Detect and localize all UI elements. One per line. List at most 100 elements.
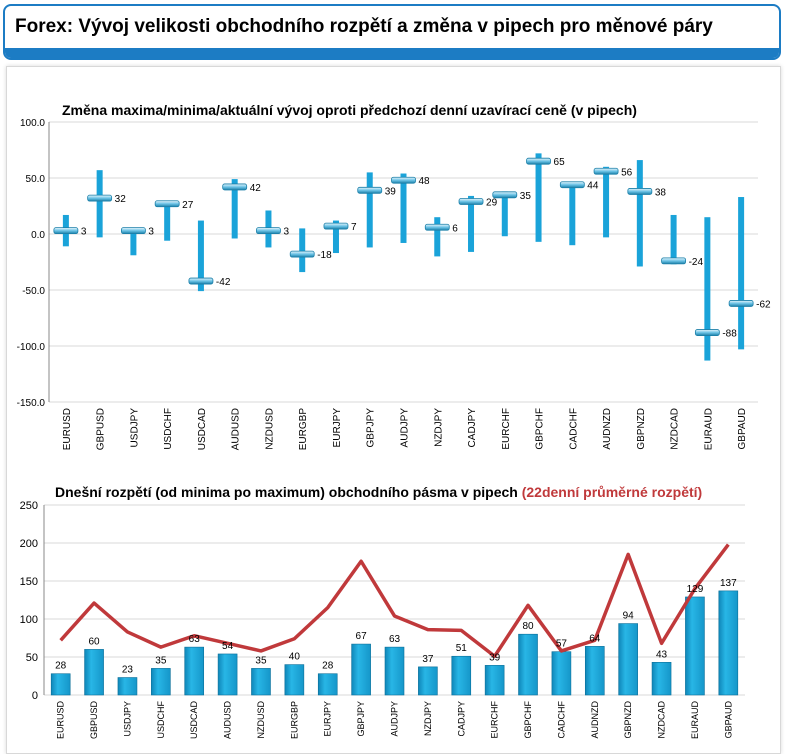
chart1-x-tick-label: EURGBP [298,408,309,451]
chart2-title: Dnešní rozpětí (od minima po maximum) ob… [55,484,702,500]
chart1-current-marker [154,200,180,208]
chart2-bar [184,646,205,696]
chart1-range-bar [603,166,610,238]
chart2-x-tick-label: GBPUSD [89,701,99,740]
chart2-x-tick-label: EURCHF [490,700,500,738]
chart1-current-marker [391,176,416,184]
chart1-range-bar [636,160,643,267]
chart1-current-marker [424,223,450,231]
chart2-avg-line [59,543,730,658]
chart1-x-tick-label: CADJPY [467,408,478,448]
chart1-current-marker [87,194,113,202]
chart1-range-bar [96,170,103,238]
chart2-bar [50,673,71,696]
chart1-current-marker [526,157,551,165]
chart1-data-label: -18 [317,250,332,261]
chart1-x-tick-label: EURAUD [703,408,714,450]
chart1-range-bar [501,191,508,237]
chart1-x-tick-label: GBPCHF [535,408,546,450]
chart2-x-tick-label: USDCHF [156,700,166,738]
chart1-range-bar [332,220,339,254]
chart2-x-tick-label: AUDNZD [590,701,600,739]
chart1-range-bar [569,182,576,246]
chart1-range-bar [164,201,171,241]
chart1-current-marker [661,257,686,265]
chart1-x-tick-label: AUDUSD [231,408,242,450]
chart1-x-tick-label: GBPAUD [737,408,748,450]
chart1-x-tick-label: GBPUSD [96,408,107,450]
chart1-x-tick-label: CADCHF [568,408,579,450]
chart1-x-tick-label: GBPJPY [366,408,377,448]
chart1-range-bar [130,228,137,256]
chart1-title: Změna maxima/minima/aktuální vývoj oprot… [62,102,637,118]
chart1-y-tick-label: 100.0 [20,118,45,129]
chart1-current-marker [53,227,79,235]
chart2-data-label: 63 [389,634,401,645]
chart2-bar [718,590,739,696]
chart1-range-bar [670,214,677,265]
chart2-data-label: 37 [422,654,434,665]
chart2-y-tick-label: 0 [32,690,38,702]
chart2-data-label: 28 [322,661,334,672]
chart2-title-avg: (22denní průměrné rozpětí) [522,484,702,500]
chart2-x-tick-label: NZDCAD [657,701,667,739]
chart2-data-label: 63 [189,634,201,645]
chart1-current-marker [492,191,518,199]
chart2-x-tick-label: CADJPY [456,701,466,737]
chart1-data-label: 35 [520,191,532,202]
chart2-data-label: 67 [356,631,368,642]
chart2-bar [618,623,638,696]
page-title: Forex: Vývoj velikosti obchodního rozpět… [15,16,713,37]
chart1-current-marker [559,181,585,189]
chart1-data-label: 3 [283,227,289,238]
chart2-x-tick-label: EURUSD [56,701,66,740]
chart1-range-bar [704,217,711,361]
chart2-x-tick-label: NZDUSD [256,701,266,739]
chart1-data-label: 6 [452,223,458,234]
header: Forex: Vývoj velikosti obchodního rozpět… [3,4,781,60]
chart1-range-bar [197,220,204,292]
chart1-current-marker [289,250,315,258]
chart1-y-tick-label: 50.0 [26,174,46,185]
chart1-data-label: 32 [115,194,127,205]
chart2-data-label: 43 [656,649,668,660]
chart2-data-label: 80 [522,621,534,632]
chart2-bar [685,596,705,696]
chart1-range-bar [468,195,475,252]
chart2-y-tick-label: 150 [20,576,38,588]
chart2-x-tick-label: EURAUD [690,701,700,740]
chart1-data-label: 42 [250,183,262,194]
chart1-data-label: 38 [655,187,667,198]
chart2-data-label: 39 [489,652,501,663]
chart2-bar [484,665,505,696]
chart2-x-tick-label: GBPNZD [623,701,633,739]
chart1-y-tick-label: -100.0 [17,342,46,353]
chart2-x-tick-label: GBPCHF [523,701,533,739]
chart1-data-label: 48 [419,176,431,187]
chart2-bar [117,677,138,696]
chart2-y-tick-label: 250 [20,500,38,512]
chart1-range-bar [535,153,542,242]
chart1-current-marker [627,188,653,195]
chart1-data-label: -42 [216,277,231,288]
chart1-current-marker [188,277,214,285]
chart1-data-label: 3 [81,227,87,238]
chart2-bar [518,633,538,696]
chart2-bar [451,655,472,696]
chart2-title-main: Dnešní rozpětí (od minima po maximum) ob… [55,484,522,500]
chart1-x-tick-label: AUDNZD [602,408,613,450]
chart2-y-tick-label: 50 [26,652,38,664]
chart1-x-tick-label: EURUSD [62,408,73,450]
chart2-bar [584,646,605,696]
header-accent-bar [5,48,779,58]
chart2-bar [284,664,305,696]
chart2-bar [251,668,271,696]
chart1-x-tick-label: NZDCAD [670,408,681,450]
chart1-range-bar [299,228,306,273]
chart1-current-marker [694,329,720,336]
chart2-x-tick-label: CADCHF [556,700,566,738]
chart1-current-marker [357,186,383,194]
chart2-bar [151,668,171,696]
